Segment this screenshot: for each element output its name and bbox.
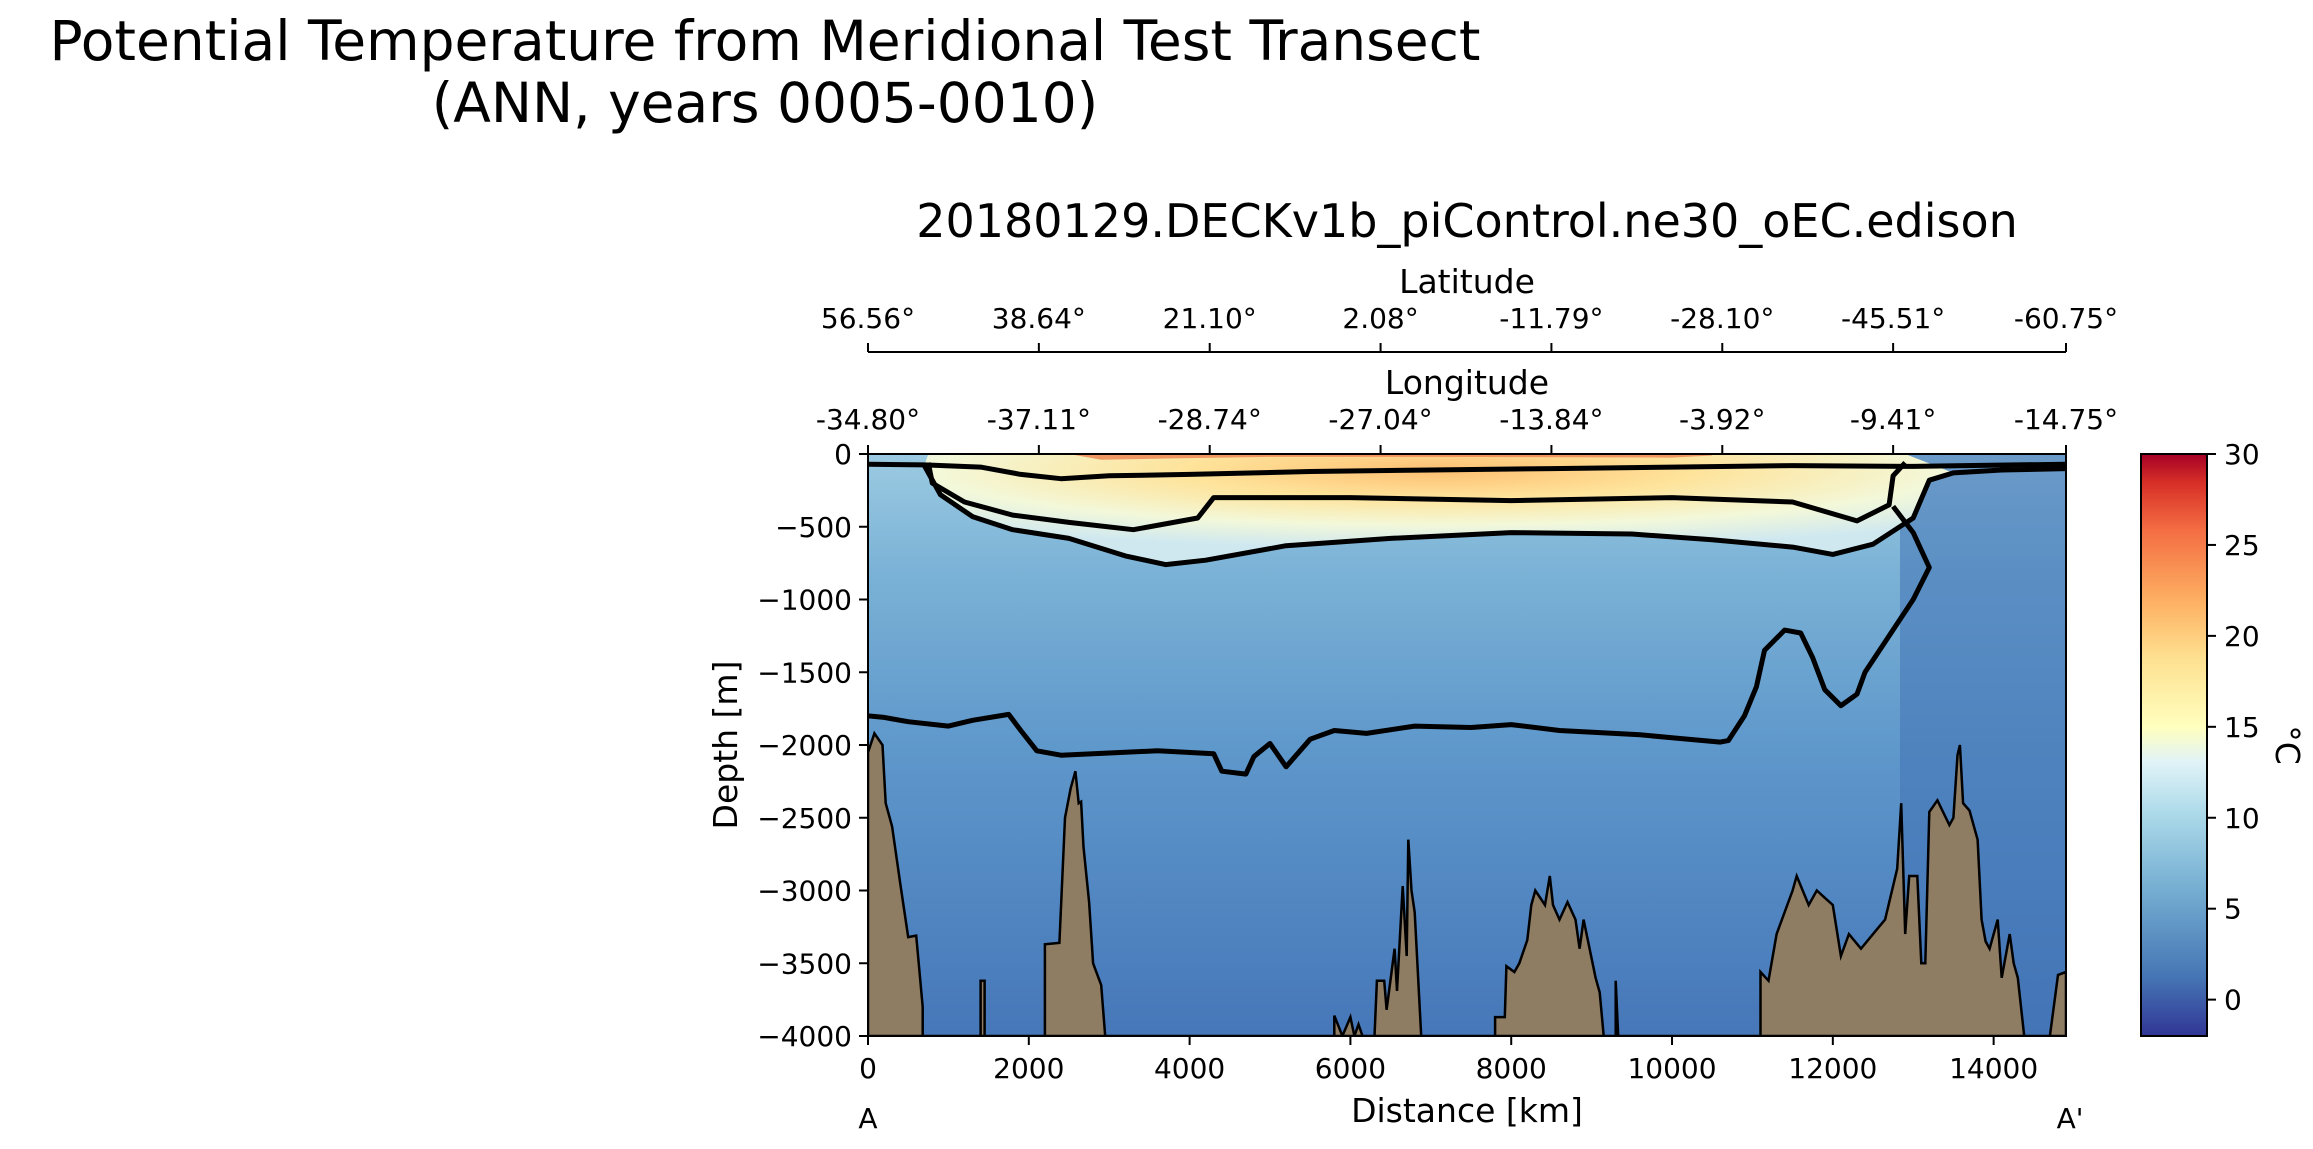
x-axis-ticks: 0 2000 4000 6000 8000 10000 12000 14000 (859, 1036, 2038, 1085)
y-axis-label: Depth [m] (706, 661, 745, 830)
x-tick-label: 10000 (1627, 1052, 1716, 1085)
longitude-ticks: -34.80° -37.11° -28.74° -27.04° -13.84° -3.92… (816, 403, 2118, 454)
colorbar-label: °C (2268, 725, 2307, 765)
y-tick-label: −1000 (757, 584, 852, 617)
y-tick-label: −3000 (757, 875, 852, 908)
contour-intermediate (868, 504, 1932, 777)
x-tick-label: 6000 (1315, 1052, 1386, 1085)
latitude-tick-label: 21.10° (1163, 302, 1257, 335)
y-tick-label: −3500 (757, 947, 852, 980)
bathymetry (868, 730, 2066, 1036)
hot-surface-layer (1069, 454, 1713, 460)
x-tick-label: 4000 (1154, 1052, 1225, 1085)
latitude-tick-label: 56.56° (821, 302, 915, 335)
latitude-tick-label: -45.51° (1841, 302, 1945, 335)
latitude-axis-label: Latitude (1399, 262, 1535, 301)
colorbar-tick-label: 0 (2224, 984, 2242, 1017)
longitude-tick-label: -34.80° (816, 403, 920, 436)
x-tick-label: 2000 (993, 1052, 1064, 1085)
latitude-tick-label: -60.75° (2014, 302, 2118, 335)
longitude-tick-label: -3.92° (1679, 403, 1765, 436)
x-tick-label: 14000 (1949, 1052, 2038, 1085)
latitude-ticks: 56.56° 38.64° 21.10° 2.08° -11.79° -28.10° -45… (821, 302, 2118, 352)
colorbar-ticks: 0 5 10 15 20 25 30 (2207, 438, 2260, 1017)
longitude-tick-label: -9.41° (1850, 403, 1936, 436)
latitude-tick-label: -11.79° (1499, 302, 1603, 335)
longitude-tick-label: -14.75° (2014, 403, 2118, 436)
section-end-label: A' (2057, 1102, 2084, 1135)
plot-area (868, 454, 2066, 1036)
latitude-tick-label: 2.08° (1342, 302, 1418, 335)
longitude-axis: Longitude -34.80° -37.11° -28.74° -27.04° -1… (816, 363, 2118, 454)
latitude-tick-label: -28.10° (1670, 302, 1774, 335)
longitude-axis-label: Longitude (1385, 363, 1549, 402)
contour-thermocline-lower (922, 464, 2066, 568)
longitude-tick-label: -13.84° (1499, 403, 1603, 436)
figure-suptitle-line2: (ANN, years 0005-0010) (432, 71, 1098, 135)
longitude-tick-label: -28.74° (1158, 403, 1262, 436)
latitude-axis: Latitude 56.56° 38.64° 21.10° 2.08° -11.79° -… (821, 262, 2118, 353)
y-tick-label: −2500 (757, 802, 852, 835)
colorbar-bar (2140, 453, 2208, 1037)
longitude-tick-label: -37.11° (987, 403, 1091, 436)
colorbar-tick-label: 15 (2224, 711, 2260, 744)
y-axis-ticks: 0 −500 −1000 −1500 −2000 −2500 −3000 −3500 −4000 (757, 438, 868, 1053)
y-tick-label: −500 (775, 511, 852, 544)
latitude-tick-label: 38.64° (992, 302, 1086, 335)
colorbar-tick-label: 20 (2224, 620, 2260, 653)
temperature-contours (868, 461, 2066, 777)
colorbar-tick-label: 5 (2224, 893, 2242, 926)
longitude-tick-label: -27.04° (1328, 403, 1432, 436)
contour-near-surface (868, 461, 2066, 482)
figure-suptitle-line1: Potential Temperature from Meridional Te… (50, 9, 1481, 73)
y-tick-label: −1500 (757, 656, 852, 689)
contour-thermocline-upper (925, 461, 1908, 533)
colorbar: 0 5 10 15 20 25 30 °C (2140, 438, 2307, 1037)
y-tick-label: −4000 (757, 1020, 852, 1053)
x-tick-label: 12000 (1788, 1052, 1877, 1085)
section-start-label: A (858, 1102, 877, 1135)
x-axis-label: Distance [km] (1351, 1091, 1583, 1130)
colorbar-tick-label: 10 (2224, 802, 2260, 835)
x-tick-label: 8000 (1476, 1052, 1547, 1085)
y-tick-label: −2000 (757, 729, 852, 762)
colorbar-tick-label: 30 (2224, 438, 2260, 471)
x-tick-label: 0 (859, 1052, 877, 1085)
y-tick-label: 0 (834, 438, 852, 471)
colorbar-tick-label: 25 (2224, 529, 2260, 562)
plot-title: 20180129.DECKv1b_piControl.ne30_oEC.edis… (916, 194, 2018, 248)
